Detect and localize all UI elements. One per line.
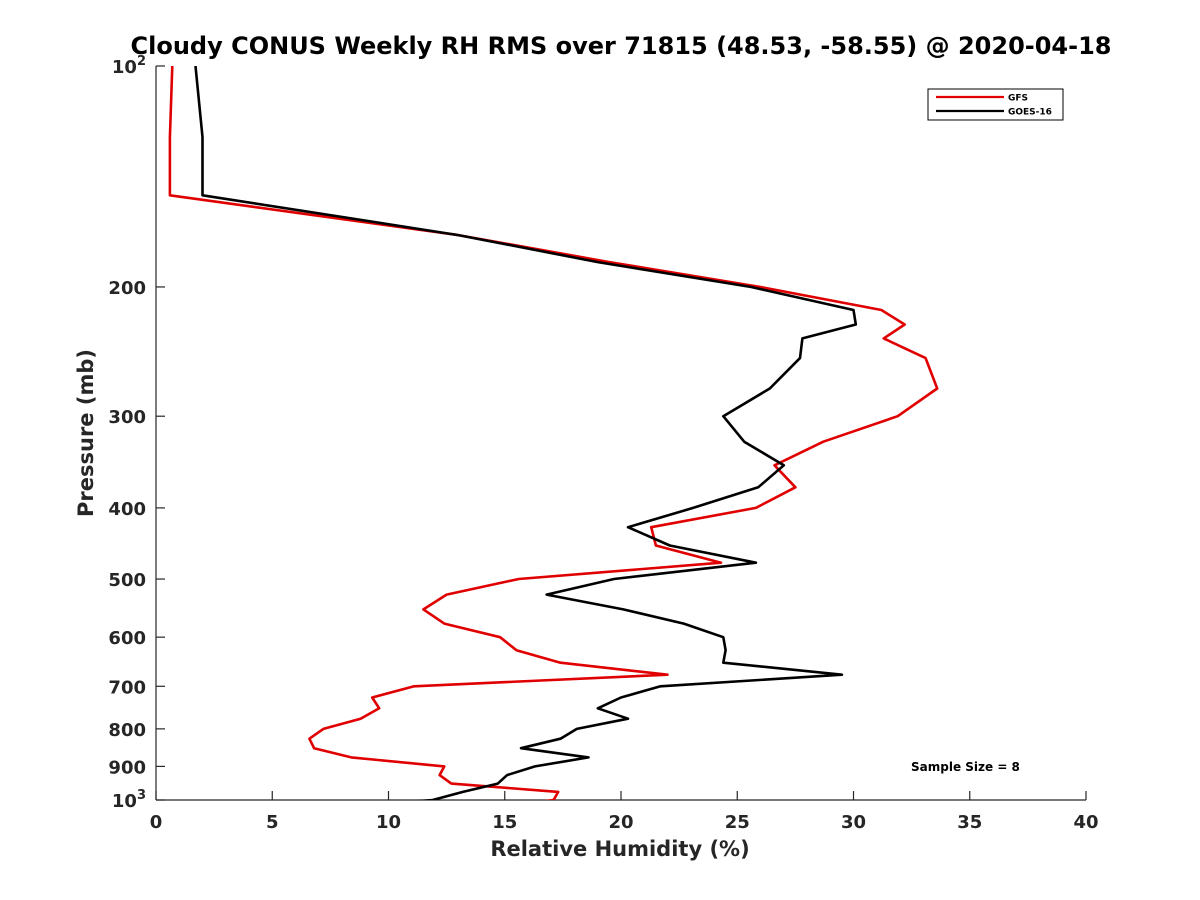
series-layer	[168, 66, 939, 800]
x-tick-label: 35	[957, 812, 982, 833]
legend: GFS GOES-16	[927, 88, 1064, 121]
series-line-gfs	[168, 66, 939, 800]
y-tick-label: 800	[108, 720, 146, 741]
x-tick-label: 25	[725, 812, 750, 833]
y-tick-label: 103	[112, 788, 146, 812]
x-tick-label: 10	[376, 812, 401, 833]
x-tick-label: 0	[150, 812, 163, 833]
y-tick-label: 700	[108, 677, 146, 698]
legend-box	[927, 88, 1064, 121]
y-tick-label: 900	[108, 757, 146, 778]
y-tick-label: 400	[108, 499, 146, 520]
y-tick-label: 600	[108, 628, 146, 649]
x-tick-label: 40	[1073, 812, 1098, 833]
x-tick-label: 20	[608, 812, 633, 833]
y-tick-label: 300	[108, 407, 146, 428]
y-tick-label: 102	[112, 54, 146, 78]
axes: 0 5 10 15 20 25 30 35 40 102 200 300 400 500 600 700 800…	[108, 54, 1098, 833]
legend-label-goes16: GOES-16	[1008, 108, 1052, 118]
y-tick-label: 500	[108, 570, 146, 591]
series-line-goes16	[194, 66, 858, 800]
x-tick-label: 15	[492, 812, 517, 833]
chart-title: Cloudy CONUS Weekly RH RMS over 71815 (4…	[131, 32, 1112, 60]
legend-label-gfs: GFS	[1008, 94, 1028, 104]
y-axis-label: Pressure (mb)	[74, 349, 98, 517]
y-tick-label: 200	[108, 278, 146, 299]
sample-size-annotation: Sample Size = 8	[911, 760, 1020, 774]
x-tick-label: 30	[841, 812, 866, 833]
x-tick-label: 5	[266, 812, 279, 833]
x-axis-label: Relative Humidity (%)	[490, 837, 749, 861]
